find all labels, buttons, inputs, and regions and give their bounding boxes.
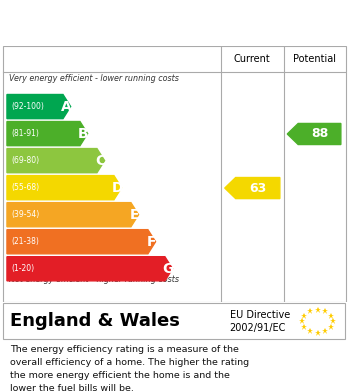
Text: The energy efficiency rating is a measure of the
overall efficiency of a home. T: The energy efficiency rating is a measur…	[10, 345, 250, 391]
Polygon shape	[7, 230, 156, 254]
Text: (69-80): (69-80)	[11, 156, 39, 165]
Text: England & Wales: England & Wales	[10, 312, 180, 330]
Polygon shape	[7, 203, 139, 227]
Text: (55-68): (55-68)	[11, 183, 39, 192]
Polygon shape	[7, 122, 88, 146]
Text: 88: 88	[311, 127, 328, 140]
Text: (92-100): (92-100)	[11, 102, 44, 111]
Polygon shape	[225, 178, 280, 199]
Text: (81-91): (81-91)	[11, 129, 39, 138]
Text: C: C	[95, 154, 105, 168]
Text: (21-38): (21-38)	[11, 237, 39, 246]
Text: (39-54): (39-54)	[11, 210, 39, 219]
Text: EU Directive
2002/91/EC: EU Directive 2002/91/EC	[230, 310, 290, 333]
Text: E: E	[129, 208, 139, 222]
Text: Not energy efficient - higher running costs: Not energy efficient - higher running co…	[9, 275, 179, 284]
Text: G: G	[162, 262, 174, 276]
Text: Very energy efficient - lower running costs: Very energy efficient - lower running co…	[9, 74, 179, 83]
Polygon shape	[287, 124, 341, 145]
Polygon shape	[7, 149, 105, 173]
Text: F: F	[146, 235, 156, 249]
Text: 63: 63	[249, 181, 266, 195]
Polygon shape	[7, 95, 71, 118]
Text: Current: Current	[234, 54, 271, 64]
Text: A: A	[61, 100, 71, 113]
Text: (1-20): (1-20)	[11, 264, 34, 273]
Polygon shape	[7, 256, 173, 281]
Polygon shape	[7, 176, 121, 200]
Text: B: B	[78, 127, 88, 141]
Text: Energy Efficiency Rating: Energy Efficiency Rating	[14, 16, 224, 30]
Text: D: D	[111, 181, 123, 195]
Text: Potential: Potential	[293, 54, 335, 64]
